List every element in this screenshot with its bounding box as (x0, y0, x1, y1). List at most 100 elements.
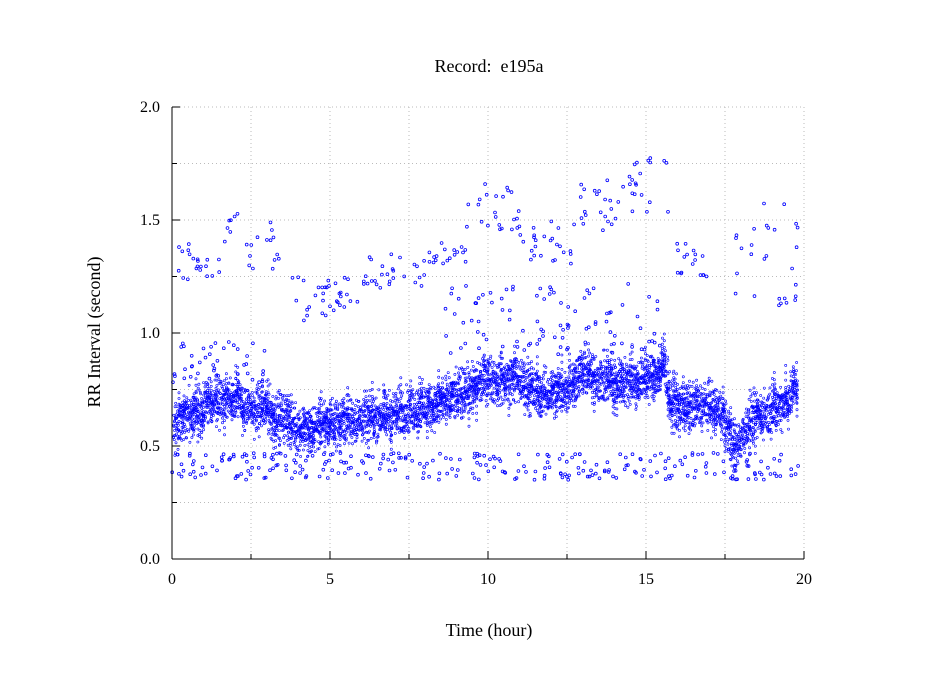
data-point (695, 415, 699, 419)
data-point (457, 367, 461, 371)
data-point (196, 421, 200, 424)
data-point (566, 380, 570, 384)
data-point (435, 419, 439, 423)
data-point (664, 374, 668, 378)
data-point (364, 441, 368, 445)
data-point (499, 362, 503, 366)
data-point (753, 405, 757, 409)
data-point (416, 413, 420, 416)
data-point (383, 390, 387, 393)
data-point (664, 349, 667, 353)
data-point (577, 370, 581, 374)
data-point (279, 401, 283, 405)
data-point (486, 402, 490, 406)
data-point (522, 388, 526, 391)
data-point (343, 442, 346, 446)
data-point (456, 409, 460, 413)
data-point (652, 361, 655, 365)
data-point (593, 377, 597, 381)
data-point (568, 378, 571, 381)
data-point (352, 421, 356, 425)
data-point (619, 389, 623, 393)
data-point (568, 352, 571, 356)
data-point (561, 405, 565, 408)
data-point (389, 413, 393, 417)
data-point (602, 381, 606, 385)
data-point (297, 448, 301, 452)
data-point (583, 350, 586, 354)
data-point (779, 414, 783, 418)
data-point (700, 396, 703, 400)
data-point (338, 438, 342, 442)
data-point (367, 438, 371, 442)
data-point (218, 428, 221, 432)
data-point (780, 393, 784, 397)
data-point (708, 390, 712, 394)
data-point (215, 394, 219, 398)
data-point (522, 366, 526, 370)
data-point (441, 412, 445, 416)
data-point (635, 369, 639, 373)
data-point (176, 423, 180, 427)
data-point (749, 399, 753, 403)
data-point (400, 394, 404, 398)
data-point (743, 437, 747, 441)
data-point (657, 358, 661, 362)
data-point (622, 389, 626, 393)
data-point (402, 431, 406, 435)
data-point (533, 394, 536, 398)
data-point (636, 393, 639, 397)
data-point (336, 408, 340, 412)
data-point (672, 423, 675, 427)
data-point (762, 396, 766, 400)
data-point (397, 400, 401, 404)
data-point (518, 367, 522, 371)
data-point (489, 383, 493, 387)
data-point (227, 388, 231, 392)
data-point (635, 404, 638, 408)
data-point (390, 400, 394, 404)
data-point (381, 424, 385, 428)
data-point (431, 413, 435, 417)
data-point (419, 417, 423, 421)
data-point (618, 370, 621, 374)
data-point (497, 365, 501, 369)
data-point (513, 344, 516, 348)
data-point (501, 401, 505, 405)
data-point (571, 379, 575, 382)
data-point (347, 427, 351, 431)
data-point (676, 387, 679, 391)
data-point (522, 380, 526, 384)
data-point (526, 388, 530, 392)
data-point (226, 401, 230, 405)
data-point (490, 366, 494, 369)
data-point (791, 399, 795, 403)
data-point (444, 411, 448, 415)
data-point (470, 359, 474, 363)
data-point (494, 372, 498, 376)
data-point (731, 421, 735, 425)
data-point (518, 383, 521, 387)
data-point (340, 424, 344, 428)
data-point (530, 366, 534, 370)
data-point (650, 385, 654, 388)
data-point (175, 405, 179, 409)
data-point (418, 376, 422, 379)
data-point (197, 420, 201, 424)
data-point (573, 382, 577, 385)
data-point (260, 402, 264, 406)
data-point (537, 399, 541, 403)
data-point (399, 390, 403, 393)
data-point (418, 388, 422, 392)
data-point (793, 387, 797, 391)
data-point (274, 419, 278, 423)
data-point (277, 396, 280, 400)
data-point (248, 398, 252, 402)
data-point (229, 406, 233, 410)
data-point (520, 365, 524, 369)
data-point (240, 403, 243, 407)
data-point (647, 403, 651, 406)
data-point (707, 376, 711, 380)
data-point (717, 401, 721, 405)
data-point (406, 428, 409, 432)
